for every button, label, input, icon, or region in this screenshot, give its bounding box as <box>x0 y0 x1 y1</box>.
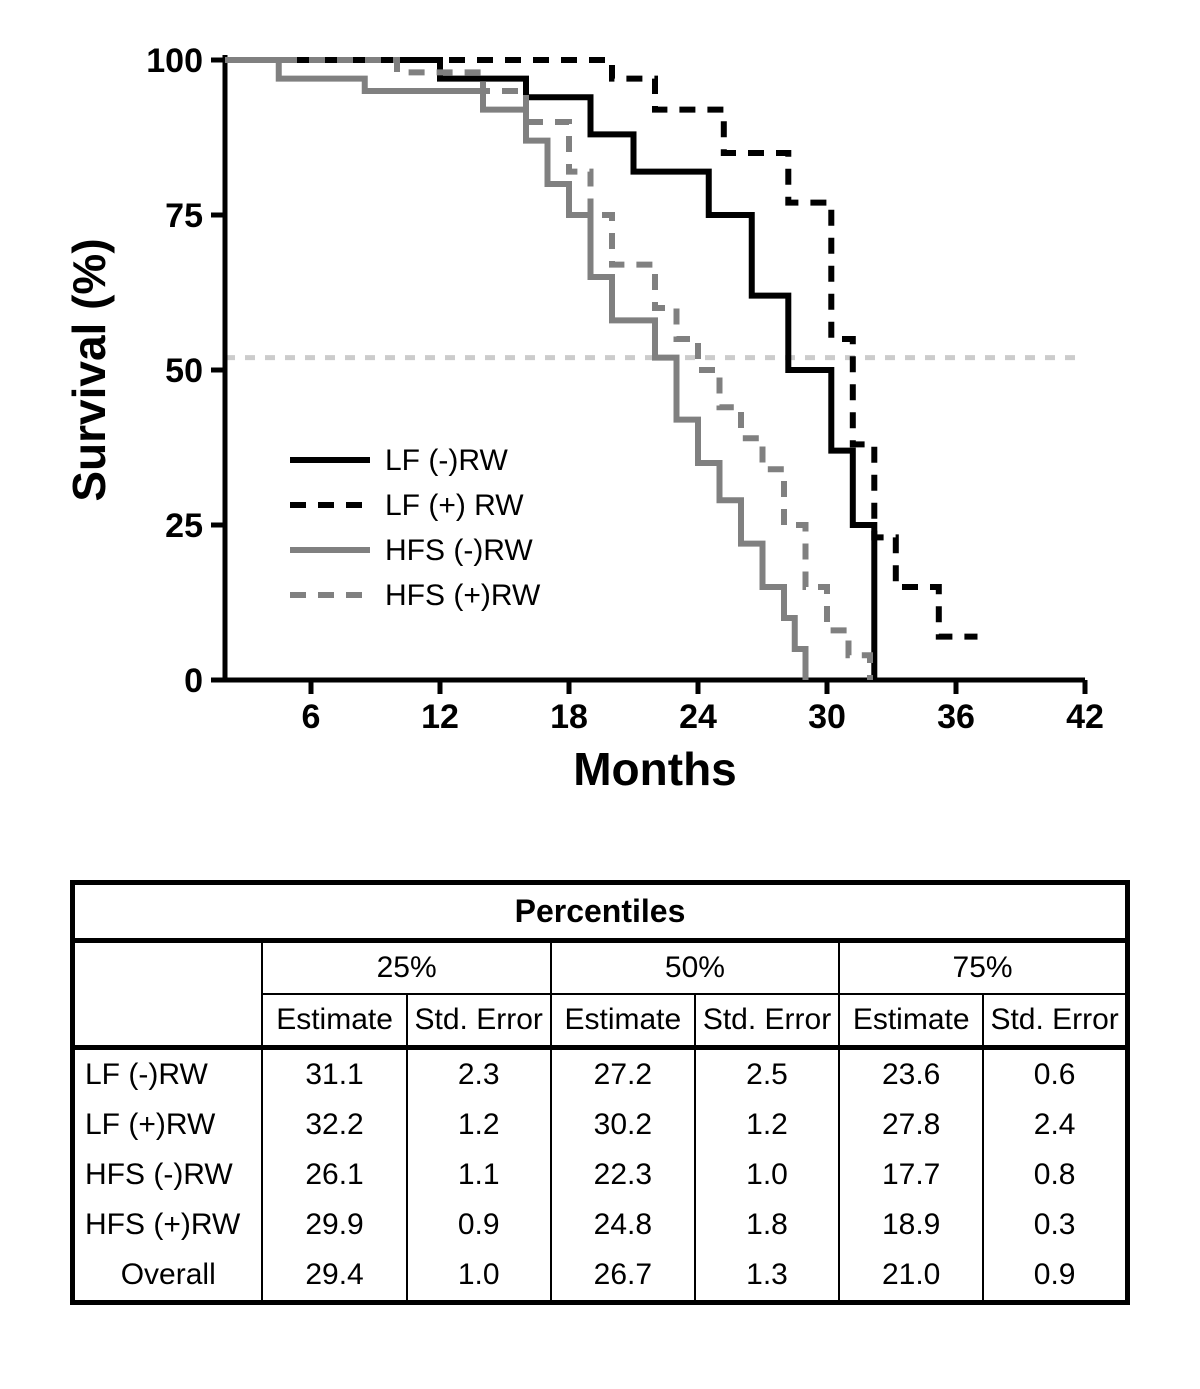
table-title-row: Percentiles <box>73 883 1128 941</box>
x-tick-label: 6 <box>302 698 321 736</box>
legend-label: LF (-)RW <box>385 444 508 477</box>
x-tick-label: 36 <box>937 698 975 736</box>
cell: 29.4 <box>262 1250 406 1303</box>
y-axis-label: Survival (%) <box>63 238 115 501</box>
y-tick-label: 0 <box>184 662 203 700</box>
cell: 1.1 <box>407 1150 551 1200</box>
y-tick-label: 50 <box>165 352 203 390</box>
cell: 1.0 <box>407 1250 551 1303</box>
table-corner <box>73 941 263 1048</box>
row-label: HFS (-)RW <box>73 1150 263 1200</box>
cell: 26.7 <box>551 1250 695 1303</box>
sub-header: Std. Error <box>983 994 1127 1048</box>
cell: 17.7 <box>839 1150 983 1200</box>
cell: 18.9 <box>839 1200 983 1250</box>
y-tick-label: 100 <box>146 42 203 80</box>
cell: 30.2 <box>551 1100 695 1150</box>
sub-header: Std. Error <box>695 994 839 1048</box>
row-label: LF (-)RW <box>73 1048 263 1101</box>
table-row: LF (-)RW31.12.327.22.523.60.6 <box>73 1048 1128 1101</box>
survival-chart: 0 25 50 75 100 6 12 18 24 30 36 42 Months Survival (%… <box>60 40 1120 800</box>
figure-wrapper: 0 25 50 75 100 6 12 18 24 30 36 42 Months Survival (%… <box>0 0 1200 1389</box>
x-tick-label: 12 <box>421 698 459 736</box>
legend-label: LF (+) RW <box>385 489 524 522</box>
legend-label: HFS (+)RW <box>385 579 541 612</box>
cell: 26.1 <box>262 1150 406 1200</box>
table-row: HFS (+)RW29.90.924.81.818.90.3 <box>73 1200 1128 1250</box>
table-header-row: 25%50%75% <box>73 941 1128 995</box>
percentiles-table: Percentiles25%50%75%EstimateStd. ErrorEs… <box>70 880 1130 1305</box>
cell: 27.8 <box>839 1100 983 1150</box>
pct-header: 75% <box>839 941 1127 995</box>
row-label: Overall <box>73 1250 263 1303</box>
cell: 0.3 <box>983 1200 1127 1250</box>
cell: 1.2 <box>407 1100 551 1150</box>
sub-header: Estimate <box>262 994 406 1048</box>
x-tick-label: 18 <box>550 698 588 736</box>
cell: 1.0 <box>695 1150 839 1200</box>
cell: 1.3 <box>695 1250 839 1303</box>
sub-header: Std. Error <box>407 994 551 1048</box>
pct-header: 50% <box>551 941 839 995</box>
cell: 32.2 <box>262 1100 406 1150</box>
x-axis-label: Months <box>573 743 737 795</box>
table-row: Overall29.41.026.71.321.00.9 <box>73 1250 1128 1303</box>
cell: 2.3 <box>407 1048 551 1101</box>
cell: 0.6 <box>983 1048 1127 1101</box>
legend-label: HFS (-)RW <box>385 534 533 567</box>
chart-svg: 0 25 50 75 100 6 12 18 24 30 36 42 Months Survival (%… <box>60 40 1120 800</box>
sub-header: Estimate <box>551 994 695 1048</box>
table-row: LF (+)RW32.21.230.21.227.82.4 <box>73 1100 1128 1150</box>
cell: 22.3 <box>551 1150 695 1200</box>
cell: 21.0 <box>839 1250 983 1303</box>
cell: 0.9 <box>407 1200 551 1250</box>
cell: 2.5 <box>695 1048 839 1101</box>
y-tick-label: 75 <box>165 197 203 235</box>
x-tick-label: 24 <box>679 698 717 736</box>
cell: 2.4 <box>983 1100 1127 1150</box>
x-tick-label: 42 <box>1066 698 1104 736</box>
cell: 27.2 <box>551 1048 695 1101</box>
cell: 0.9 <box>983 1250 1127 1303</box>
percentiles-table-area: Percentiles25%50%75%EstimateStd. ErrorEs… <box>70 880 1130 1305</box>
pct-header: 25% <box>262 941 550 995</box>
cell: 29.9 <box>262 1200 406 1250</box>
cell: 31.1 <box>262 1048 406 1101</box>
cell: 1.2 <box>695 1100 839 1150</box>
cell: 24.8 <box>551 1200 695 1250</box>
sub-header: Estimate <box>839 994 983 1048</box>
cell: 0.8 <box>983 1150 1127 1200</box>
y-tick-label: 25 <box>165 507 203 545</box>
table-row: HFS (-)RW26.11.122.31.017.70.8 <box>73 1150 1128 1200</box>
cell: 1.8 <box>695 1200 839 1250</box>
x-tick-label: 30 <box>808 698 846 736</box>
cell: 23.6 <box>839 1048 983 1101</box>
row-label: HFS (+)RW <box>73 1200 263 1250</box>
table-title: Percentiles <box>73 883 1128 941</box>
row-label: LF (+)RW <box>73 1100 263 1150</box>
